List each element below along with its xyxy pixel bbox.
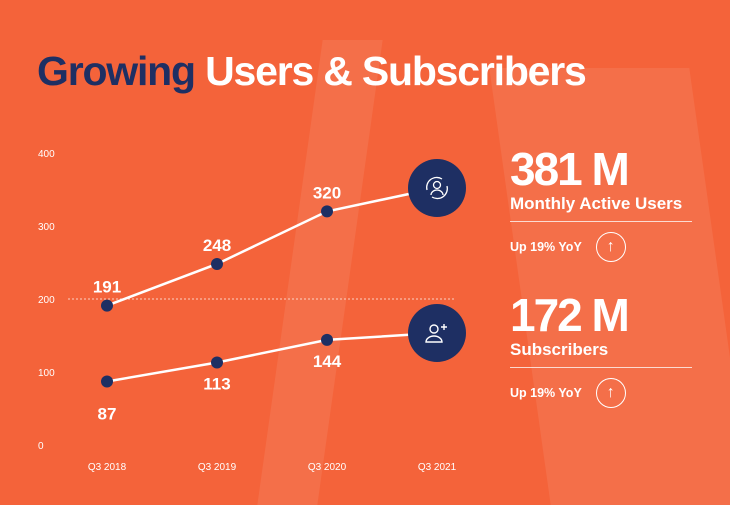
user-plus-icon [441, 324, 447, 330]
stat-value: 172 M [510, 289, 630, 341]
data-label: 144 [313, 352, 342, 371]
x-tick-label: Q3 2021 [418, 462, 457, 473]
y-tick-label: 300 [38, 222, 55, 233]
title-part-white: Users & Subscribers [205, 48, 587, 94]
stat-mau: 381 M Monthly Active Users Up 19% YoY ↑ [510, 146, 692, 262]
stat-label: Subscribers [510, 340, 609, 359]
stat-subscribers: 172 M Subscribers Up 19% YoY ↑ [510, 292, 692, 408]
divider [510, 221, 692, 222]
user-refresh-icon [426, 176, 448, 200]
y-tick-label: 100 [38, 368, 55, 379]
stat-value: 381 M [510, 143, 630, 195]
title-part-navy: Growing [37, 48, 196, 94]
arrow-up-icon: ↑ [595, 378, 626, 408]
user-refresh-icon [432, 180, 442, 190]
arrow-up-icon: ↑ [595, 232, 626, 262]
user-refresh-icon [430, 189, 444, 196]
divider [510, 367, 692, 368]
x-tick-label: Q3 2020 [308, 462, 347, 473]
x-tick-label: Q3 2018 [88, 462, 127, 473]
data-point [211, 257, 223, 270]
data-label: 87 [98, 404, 117, 423]
user-plus-icon [429, 324, 439, 334]
stat-change: Up 19% YoY [510, 240, 582, 254]
x-tick-label: Q3 2019 [198, 462, 237, 473]
data-point [101, 375, 113, 388]
y-tick-label: 400 [38, 149, 55, 160]
end-badge [408, 304, 466, 362]
series-line-subscribers [106, 331, 438, 383]
stat-label: Monthly Active Users [510, 194, 683, 213]
data-label: 191 [93, 278, 121, 297]
page-title: Growing Users & Subscribers [37, 48, 587, 95]
data-point [321, 205, 333, 218]
y-tick-label: 0 [38, 441, 44, 452]
data-point [321, 333, 333, 346]
stat-change: Up 19% YoY [510, 386, 582, 400]
data-point [211, 356, 223, 369]
data-label: 113 [203, 375, 230, 394]
user-plus-icon [425, 335, 443, 343]
y-tick-label: 200 [38, 295, 55, 306]
data-label: 320 [313, 183, 341, 202]
data-label: 248 [203, 236, 231, 255]
data-point [101, 299, 113, 312]
series-line-mau [106, 186, 438, 307]
